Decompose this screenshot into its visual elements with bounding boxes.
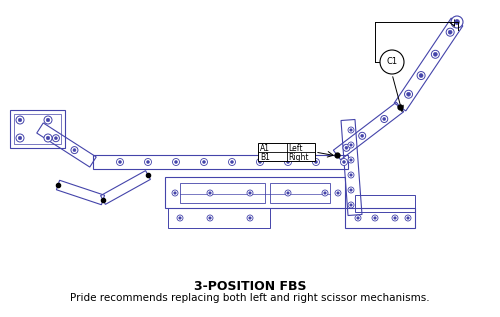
Circle shape	[116, 158, 123, 165]
Circle shape	[172, 158, 180, 165]
Circle shape	[146, 160, 150, 164]
Circle shape	[52, 135, 60, 142]
Circle shape	[350, 174, 352, 176]
Circle shape	[312, 158, 320, 165]
Circle shape	[285, 190, 291, 196]
Circle shape	[248, 217, 252, 219]
Circle shape	[286, 192, 290, 194]
Circle shape	[207, 190, 213, 196]
Text: C1: C1	[386, 57, 398, 67]
Circle shape	[348, 202, 354, 208]
Circle shape	[350, 144, 352, 146]
Circle shape	[350, 189, 352, 191]
Circle shape	[286, 160, 290, 164]
Circle shape	[174, 160, 178, 164]
Circle shape	[248, 192, 252, 194]
Text: B1: B1	[260, 153, 270, 162]
Circle shape	[432, 50, 440, 58]
Circle shape	[383, 118, 386, 120]
Circle shape	[54, 137, 58, 140]
Circle shape	[406, 92, 410, 96]
Circle shape	[258, 160, 262, 164]
Circle shape	[360, 134, 364, 137]
Circle shape	[208, 192, 212, 194]
Circle shape	[44, 134, 52, 142]
Circle shape	[71, 146, 78, 154]
Circle shape	[46, 118, 50, 122]
Text: A1: A1	[260, 144, 270, 153]
Circle shape	[172, 190, 178, 196]
Circle shape	[340, 158, 347, 165]
Text: 3-POSITION FBS: 3-POSITION FBS	[194, 280, 306, 293]
Circle shape	[18, 118, 22, 122]
Circle shape	[343, 144, 350, 151]
Circle shape	[324, 192, 326, 194]
Circle shape	[16, 134, 24, 142]
Circle shape	[207, 215, 213, 221]
Text: Left: Left	[288, 144, 303, 153]
Circle shape	[348, 127, 354, 133]
Polygon shape	[258, 143, 315, 161]
Circle shape	[405, 215, 411, 221]
Circle shape	[394, 217, 396, 219]
Circle shape	[372, 215, 378, 221]
Circle shape	[44, 116, 52, 124]
Circle shape	[336, 192, 340, 194]
Circle shape	[454, 20, 460, 24]
Circle shape	[178, 217, 182, 219]
Circle shape	[350, 129, 352, 131]
Circle shape	[356, 217, 360, 219]
Circle shape	[381, 115, 388, 122]
Circle shape	[446, 28, 454, 36]
Circle shape	[350, 204, 352, 206]
Circle shape	[230, 160, 234, 164]
Circle shape	[348, 172, 354, 178]
Circle shape	[406, 217, 410, 219]
Circle shape	[350, 159, 352, 161]
Circle shape	[335, 190, 341, 196]
Circle shape	[392, 215, 398, 221]
Circle shape	[342, 160, 345, 164]
Circle shape	[284, 158, 292, 165]
Circle shape	[451, 16, 463, 28]
Circle shape	[417, 72, 425, 80]
Circle shape	[404, 90, 412, 98]
Circle shape	[174, 192, 176, 194]
Circle shape	[18, 136, 22, 140]
Circle shape	[348, 187, 354, 193]
Circle shape	[322, 190, 328, 196]
Circle shape	[228, 158, 235, 165]
Circle shape	[202, 160, 205, 164]
Circle shape	[177, 215, 183, 221]
Circle shape	[345, 146, 348, 149]
Circle shape	[314, 160, 318, 164]
Circle shape	[419, 74, 423, 78]
Circle shape	[434, 52, 438, 56]
Circle shape	[118, 160, 122, 164]
Circle shape	[16, 116, 24, 124]
Circle shape	[358, 132, 366, 139]
Circle shape	[448, 30, 452, 34]
Circle shape	[247, 215, 253, 221]
Circle shape	[355, 215, 361, 221]
Circle shape	[256, 158, 264, 165]
Circle shape	[200, 158, 207, 165]
Circle shape	[380, 50, 404, 74]
Text: Right: Right	[288, 153, 309, 162]
Circle shape	[208, 217, 212, 219]
Circle shape	[247, 190, 253, 196]
Circle shape	[348, 142, 354, 148]
Circle shape	[374, 217, 376, 219]
Circle shape	[144, 158, 152, 165]
Circle shape	[348, 157, 354, 163]
Circle shape	[73, 149, 76, 152]
Circle shape	[46, 136, 50, 140]
Text: Pride recommends replacing both left and right scissor mechanisms.: Pride recommends replacing both left and…	[70, 293, 430, 303]
